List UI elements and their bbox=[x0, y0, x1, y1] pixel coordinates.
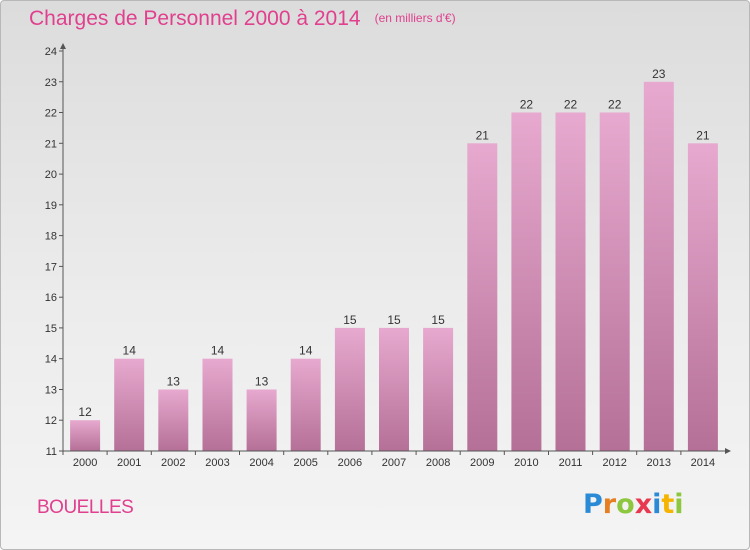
logo-letter: o bbox=[616, 489, 635, 520]
bar-2013 bbox=[643, 81, 674, 452]
logo-letter: x bbox=[634, 489, 653, 520]
data-label-2014: 21 bbox=[696, 128, 710, 142]
y-tick-label-13: 13 bbox=[45, 385, 57, 397]
y-tick-label-19: 19 bbox=[45, 200, 57, 212]
bar-2007 bbox=[379, 327, 409, 451]
chart-title: Charges de Personnel 2000 à 2014 (en mill… bbox=[29, 7, 456, 31]
x-tick-label-2013: 2013 bbox=[647, 457, 671, 469]
data-label-2004: 13 bbox=[255, 375, 269, 389]
proxiti-logo[interactable]: Proxiti bbox=[583, 489, 684, 520]
data-label-2010: 22 bbox=[520, 98, 534, 112]
y-axis-arrow bbox=[60, 43, 66, 49]
data-label-2002: 13 bbox=[167, 375, 181, 389]
x-tick-label-2003: 2003 bbox=[205, 457, 229, 469]
y-tick-label-11: 11 bbox=[46, 446, 57, 458]
x-tick-label-2014: 2014 bbox=[691, 457, 715, 469]
y-tick-label-24: 24 bbox=[45, 46, 57, 58]
y-tick-label-18: 18 bbox=[45, 231, 57, 243]
logo-letter: t bbox=[661, 489, 675, 520]
y-tick-label-20: 20 bbox=[45, 169, 57, 181]
x-tick-label-2002: 2002 bbox=[161, 457, 185, 469]
bar-2008 bbox=[423, 327, 454, 451]
data-label-2000: 12 bbox=[78, 405, 92, 419]
data-label-2007: 15 bbox=[387, 313, 401, 327]
x-tick-label-2008: 2008 bbox=[426, 457, 450, 469]
bar-2010 bbox=[511, 112, 542, 451]
x-tick-label-2009: 2009 bbox=[470, 457, 494, 469]
data-label-2013: 23 bbox=[652, 67, 666, 81]
y-tick-label-22: 22 bbox=[45, 108, 57, 120]
x-tick-label-2004: 2004 bbox=[249, 457, 273, 469]
x-tick-label-2012: 2012 bbox=[602, 457, 626, 469]
bar-2014 bbox=[687, 143, 718, 452]
logo-letter: r bbox=[602, 489, 617, 520]
x-axis-arrow bbox=[725, 448, 731, 454]
data-label-2003: 14 bbox=[211, 344, 225, 358]
bar-2012 bbox=[599, 112, 630, 451]
y-tick-label-12: 12 bbox=[45, 415, 57, 427]
data-label-2006: 15 bbox=[343, 313, 357, 327]
data-label-2008: 15 bbox=[431, 313, 445, 327]
bar-2000 bbox=[70, 420, 101, 451]
x-tick-label-2001: 2001 bbox=[117, 457, 141, 469]
x-tick-label-2000: 2000 bbox=[73, 457, 97, 469]
chart-title-unit: (en milliers d'€) bbox=[374, 11, 456, 25]
y-tick-label-17: 17 bbox=[45, 261, 57, 273]
data-label-2012: 22 bbox=[608, 98, 622, 112]
x-tick-label-2006: 2006 bbox=[338, 457, 362, 469]
chart-title-main: Charges de Personnel 2000 à 2014 bbox=[29, 7, 361, 30]
data-label-2009: 21 bbox=[476, 128, 490, 142]
y-tick-label-21: 21 bbox=[45, 138, 57, 150]
bar-2011 bbox=[555, 112, 586, 451]
data-label-2005: 14 bbox=[299, 344, 313, 358]
data-label-2011: 22 bbox=[564, 98, 578, 112]
data-label-2001: 14 bbox=[123, 344, 137, 358]
y-tick-label-14: 14 bbox=[45, 354, 57, 366]
x-tick-label-2007: 2007 bbox=[382, 457, 406, 469]
x-tick-label-2005: 2005 bbox=[293, 457, 317, 469]
x-tick-label-2010: 2010 bbox=[514, 457, 538, 469]
bar-2009 bbox=[467, 143, 498, 452]
logo-letter: i bbox=[674, 489, 684, 520]
bar-2005 bbox=[290, 358, 321, 451]
y-tick-label-16: 16 bbox=[45, 292, 57, 304]
y-tick-label-23: 23 bbox=[45, 77, 57, 89]
x-tick-label-2011: 2011 bbox=[559, 457, 583, 469]
bar-2003 bbox=[202, 358, 233, 451]
logo-letter: i bbox=[652, 489, 662, 520]
commune-name: BOUELLES bbox=[37, 497, 134, 518]
bar-2006 bbox=[334, 327, 365, 451]
logo-letter: P bbox=[583, 489, 603, 520]
y-tick-label-15: 15 bbox=[45, 323, 57, 335]
bar-2001 bbox=[114, 358, 145, 451]
bar-2002 bbox=[158, 389, 189, 451]
bar-2004 bbox=[246, 389, 277, 451]
